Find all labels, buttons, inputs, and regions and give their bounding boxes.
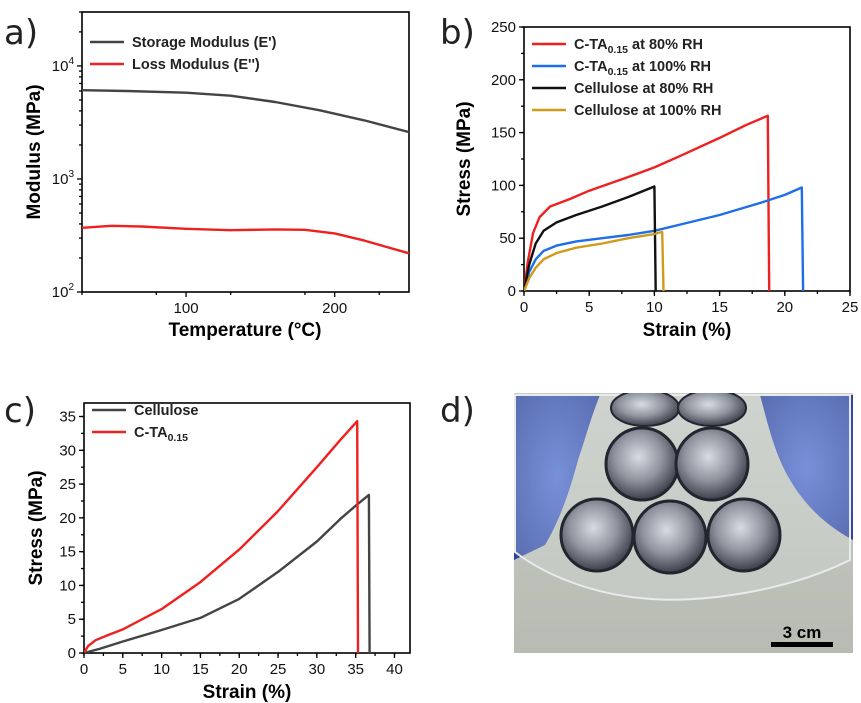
scale-bar-label: 3 cm bbox=[783, 623, 822, 642]
c-ytick-label: 20 bbox=[59, 510, 76, 527]
panel-a: a) 100 200 102 103 104 Storage Modulus (E') L… bbox=[4, 11, 410, 341]
a-axes-frame bbox=[81, 11, 410, 293]
b-legend-label: C-TA0.15 at 100% RH bbox=[574, 59, 711, 78]
right-glove bbox=[760, 395, 853, 540]
c-legend-label: C-TA0.15 bbox=[134, 425, 188, 444]
disc bbox=[610, 393, 680, 427]
panel-a-label: a) bbox=[4, 13, 38, 53]
a-legend-label: Storage Modulus (E') bbox=[132, 35, 277, 51]
disc bbox=[559, 497, 635, 573]
a-legend: Storage Modulus (E') Loss Modulus (E'') bbox=[90, 35, 277, 73]
b-series-line-1 bbox=[524, 114, 771, 291]
b-xtick-label: 5 bbox=[585, 299, 593, 316]
c-xtick-label: 25 bbox=[270, 661, 287, 678]
disc bbox=[674, 426, 750, 502]
b-xtick-label: 15 bbox=[711, 299, 728, 316]
b-xtick-label: 25 bbox=[842, 299, 859, 316]
disc-stack bbox=[559, 393, 782, 575]
c-series-line-2 bbox=[84, 420, 360, 653]
b-ytick-label: 50 bbox=[499, 230, 516, 247]
b-series-group bbox=[524, 114, 805, 291]
photo: 3 cm bbox=[514, 393, 853, 653]
a-xtick-label: 200 bbox=[322, 300, 347, 317]
c-ytick-label: 25 bbox=[59, 476, 76, 493]
c-xtick-label: 10 bbox=[153, 661, 170, 678]
c-xtick-label: 30 bbox=[309, 661, 326, 678]
b-ytick-label: 200 bbox=[491, 72, 516, 89]
left-glove bbox=[514, 395, 600, 560]
b-ytick-label: 150 bbox=[491, 125, 516, 142]
a-legend-label: Loss Modulus (E'') bbox=[132, 57, 260, 73]
c-ytick-label: 30 bbox=[59, 442, 76, 459]
c-xtick-label: 5 bbox=[119, 661, 127, 678]
b-series-line-4 bbox=[524, 230, 665, 291]
b-xaxis-title: Strain (%) bbox=[643, 320, 732, 341]
c-xtick-label: 20 bbox=[231, 661, 248, 678]
a-series-line-1 bbox=[82, 89, 409, 134]
b-series-line-2 bbox=[524, 186, 805, 291]
c-xtick-label: 0 bbox=[80, 661, 88, 678]
disc bbox=[677, 393, 747, 427]
c-xtick-label: 15 bbox=[192, 661, 209, 678]
disc bbox=[632, 499, 708, 575]
b-yaxis-title: Stress (MPa) bbox=[454, 101, 475, 216]
c-ytick-label: 10 bbox=[59, 577, 76, 594]
c-axes-frame bbox=[83, 402, 411, 654]
c-xaxis-title: Strain (%) bbox=[203, 682, 292, 703]
panel-c-label: c) bbox=[4, 391, 36, 431]
c-series-group bbox=[84, 420, 371, 653]
b-axes-frame bbox=[523, 26, 851, 292]
panel-b-label: b) bbox=[440, 13, 475, 53]
b-ytick-label: 100 bbox=[491, 177, 516, 194]
a-series-group bbox=[82, 89, 409, 255]
panel-c: c) 0 5 10 15 20 25 30 35 40 0 5 10 15 20 25 30 35 Cellul… bbox=[4, 391, 411, 703]
c-axes-ticks: 0 5 10 15 20 25 30 35 40 0 5 10 15 20 25 30 35 bbox=[59, 409, 403, 678]
b-legend: C-TA0.15 at 80% RH C-TA0.15 at 100% RH Cel… bbox=[532, 37, 721, 119]
a-axes-ticks: 100 200 102 103 104 bbox=[52, 11, 380, 317]
scale-bar bbox=[771, 642, 833, 647]
c-xtick-label: 35 bbox=[347, 661, 364, 678]
disc bbox=[706, 497, 782, 573]
c-ytick-label: 35 bbox=[59, 409, 76, 426]
c-ytick-label: 5 bbox=[68, 611, 76, 628]
b-ytick-label: 250 bbox=[491, 19, 516, 36]
c-legend: Cellulose C-TA0.15 bbox=[92, 403, 198, 444]
a-ytick-label: 104 bbox=[52, 56, 75, 75]
panel-d: d) 3 cm bbox=[440, 391, 853, 653]
b-series-line-3 bbox=[524, 185, 657, 291]
a-yaxis-title: Modulus (MPa) bbox=[24, 84, 45, 219]
a-ytick-label: 103 bbox=[52, 169, 75, 188]
panel-d-label: d) bbox=[440, 391, 475, 431]
c-xtick-label: 40 bbox=[386, 661, 403, 678]
a-xtick-label: 100 bbox=[174, 300, 199, 317]
c-ytick-label: 0 bbox=[68, 645, 76, 662]
b-legend-label: C-TA0.15 at 80% RH bbox=[574, 37, 703, 56]
disc bbox=[604, 426, 680, 502]
b-xtick-label: 0 bbox=[520, 299, 528, 316]
b-xtick-label: 10 bbox=[646, 299, 663, 316]
c-legend-label: Cellulose bbox=[134, 403, 198, 419]
a-series-line-2 bbox=[82, 224, 409, 255]
b-xtick-label: 20 bbox=[776, 299, 793, 316]
c-yaxis-title: Stress (MPa) bbox=[26, 470, 47, 585]
c-ytick-label: 15 bbox=[59, 544, 76, 561]
b-legend-label: Cellulose at 80% RH bbox=[574, 81, 713, 97]
a-xaxis-title: Temperature (°C) bbox=[169, 320, 322, 341]
b-ytick-label: 0 bbox=[508, 283, 516, 300]
a-ytick-label: 102 bbox=[52, 282, 75, 301]
c-series-line-1 bbox=[84, 493, 371, 653]
b-legend-label: Cellulose at 100% RH bbox=[574, 103, 721, 119]
